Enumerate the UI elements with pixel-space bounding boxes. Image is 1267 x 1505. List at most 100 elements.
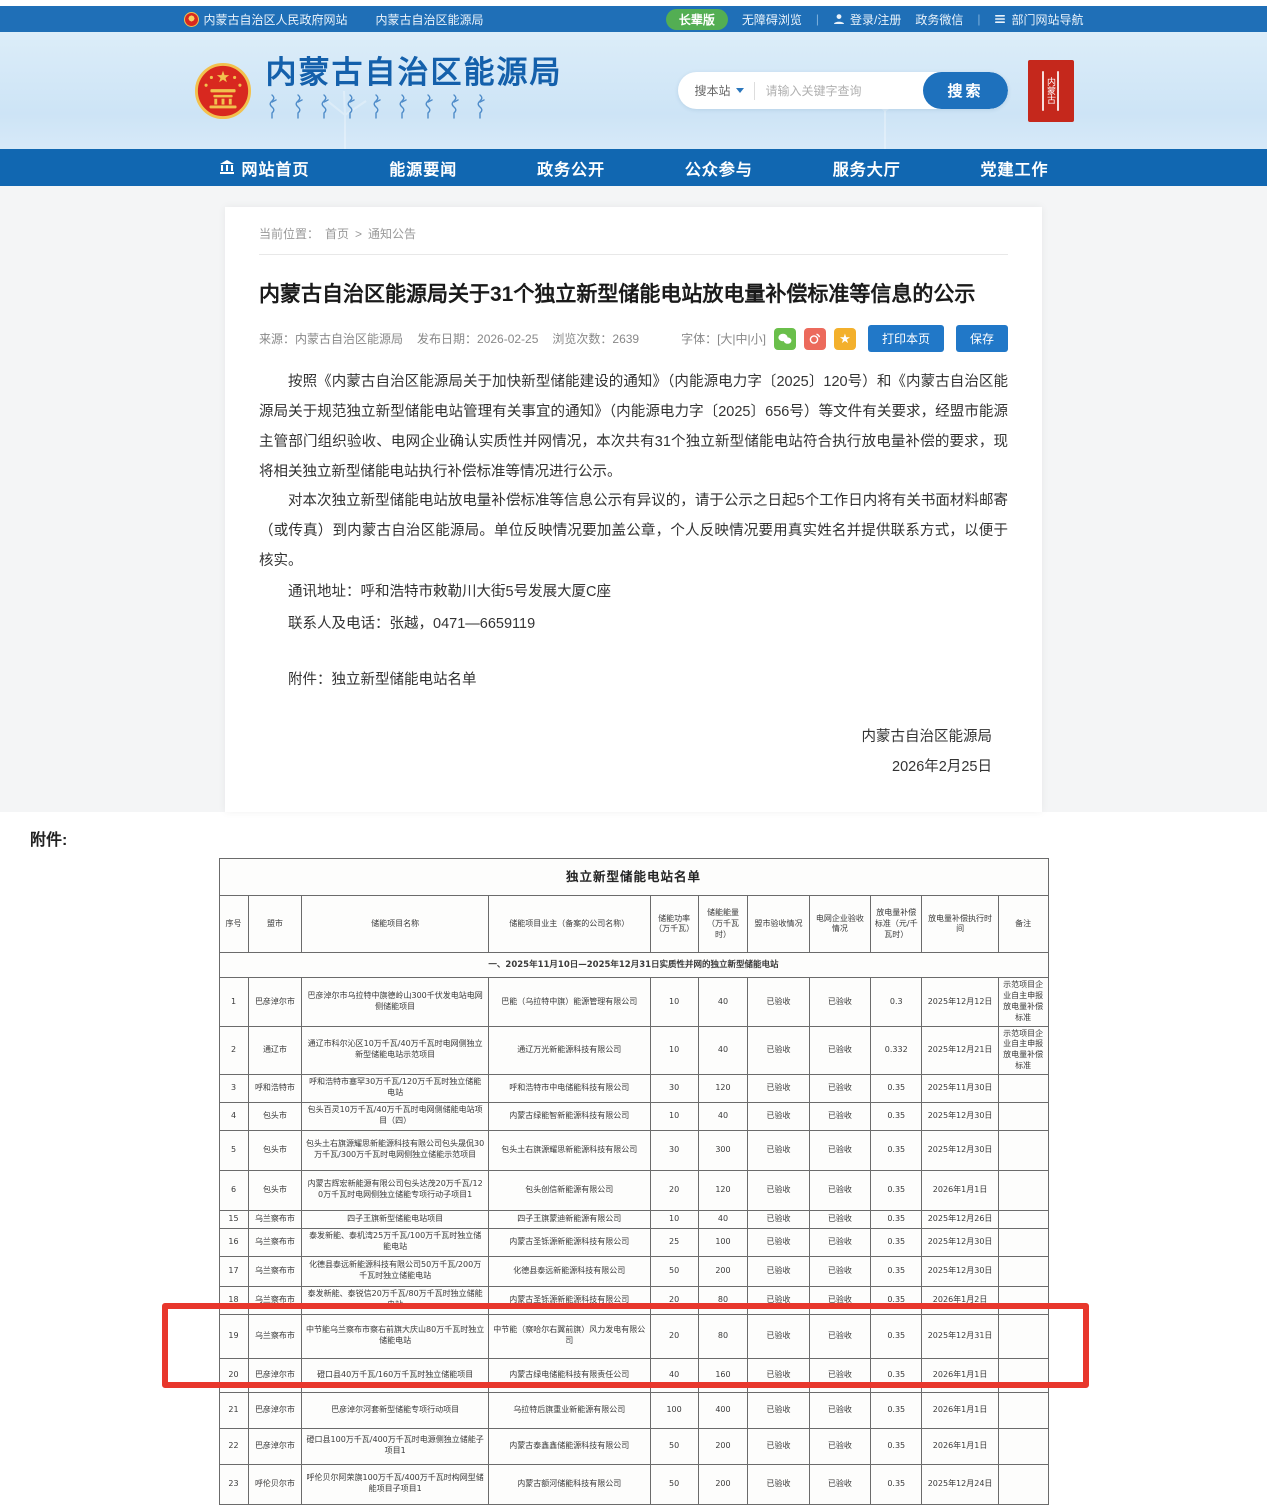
table-cell: 已验收 — [747, 1025, 810, 1075]
nav-item-5[interactable]: 党建工作 — [980, 161, 1049, 179]
table-cell: 0.35 — [870, 1073, 923, 1103]
table-cell: 已验收 — [747, 1073, 810, 1103]
table-cell: 10 — [649, 1209, 699, 1229]
table-cell: 0.35 — [870, 1391, 923, 1429]
table-cell: 50 — [649, 1463, 699, 1505]
table-cell — [997, 1227, 1049, 1257]
table-cell: 2025年12月30日 — [921, 1129, 999, 1171]
table-cell: 40 — [697, 1209, 749, 1229]
table-column-header: 盟市验收情况 — [747, 895, 810, 954]
accessibility-link[interactable]: 无障碍浏览 — [741, 12, 802, 27]
table-cell: 30 — [649, 1073, 699, 1103]
table-cell: 40 — [649, 1357, 699, 1393]
site-header: 内蒙古自治区能源局 搜本站 搜索 内蒙古 — [0, 32, 1267, 149]
table-cell: 2025年11月30日 — [921, 1073, 999, 1103]
table-row: 3 呼和浩特市 呼和浩特市塞罕30万千瓦/120万千瓦时独立储能电站 呼和浩特市中电储… — [218, 1073, 1049, 1103]
table-cell: 已验收 — [747, 1357, 810, 1393]
save-button[interactable]: 保存 — [955, 325, 1008, 353]
table-cell: 40 — [697, 977, 749, 1027]
meta-views: 浏览次数：2639 — [552, 332, 640, 347]
table-cell: 0.35 — [870, 1129, 923, 1171]
table-row: 15 乌兰察布市 四子王旗新型储能电站项目 四子王旗蒙迪新能源有限公司 10 40 已验收已… — [218, 1209, 1049, 1229]
table-cell: 已验收 — [808, 1391, 872, 1429]
table-cell: 0.35 — [870, 1255, 923, 1287]
table-cell: 160 — [697, 1357, 749, 1393]
elder-version-button[interactable]: 长辈版 — [665, 8, 728, 30]
main-nav: 网站首页 能源要闻 政务公开 公众参与 服务大厅 党建工作 — [0, 149, 1267, 186]
table-cell: 20 — [649, 1285, 699, 1315]
table-row: 18 乌兰察布市 泰发新能、泰锐信20万千瓦/80万千瓦时独立储能电站 内蒙古圣铄源新… — [218, 1285, 1049, 1315]
table-cell: 已验收 — [808, 1101, 872, 1131]
article-meta: 来源：内蒙古自治区能源局 发布日期：2026-02-25 浏览次数：2639 字… — [259, 325, 1008, 353]
table-cell: 包头创信新能源有限公司 — [487, 1169, 651, 1211]
nav-item-4[interactable]: 服务大厅 — [832, 161, 901, 179]
table-cell: 2026年1月1日 — [921, 1169, 999, 1211]
table-cell — [997, 1313, 1049, 1359]
chevron-down-icon — [736, 88, 745, 93]
nav-item-0[interactable]: 网站首页 — [219, 156, 310, 180]
attachment-link[interactable]: 附件：独立新型储能电站名单 — [288, 671, 477, 688]
table-cell: 200 — [697, 1427, 749, 1465]
divider — [259, 254, 1008, 255]
search-button[interactable]: 搜索 — [923, 72, 1008, 109]
table-cell: 已验收 — [747, 1391, 810, 1429]
table-cell: 巴彦淖尔市乌拉特中旗德岭山300千伏发电站电网侧储能项目 — [301, 977, 489, 1027]
table-cell: 已验收 — [747, 1255, 810, 1287]
top-utility-bar: 内蒙古自治区人民政府网站 内蒙古自治区能源局 长辈版 无障碍浏览 | 登录/注册… — [0, 6, 1267, 32]
table-cell: 包头市 — [247, 1101, 303, 1131]
table-cell: 20 — [649, 1313, 699, 1359]
table-cell: 泰发新能、泰锐信20万千瓦/80万千瓦时独立储能电站 — [301, 1285, 489, 1315]
contact-person: 联系人及电话：张越，0471—6659119 — [288, 616, 536, 633]
gov-portal-link[interactable]: 内蒙古自治区人民政府网站 — [183, 11, 348, 28]
table-cell — [997, 1209, 1049, 1229]
article-title: 内蒙古自治区能源局关于31个独立新型储能电站放电量补偿标准等信息的公示 — [259, 283, 976, 306]
font-size-switcher[interactable]: 字体：[大|中|小] — [681, 332, 766, 347]
table-cell: 22 — [218, 1427, 249, 1465]
table-cell: 2025年12月31日 — [921, 1313, 999, 1359]
home-building-icon — [219, 160, 234, 174]
table-cell: 2025年12月30日 — [921, 1227, 999, 1257]
breadcrumb-separator: > — [355, 226, 363, 241]
weibo-share-icon[interactable] — [803, 327, 826, 350]
favorite-star-icon[interactable]: ★ — [833, 327, 856, 350]
table-cell: 200 — [697, 1255, 749, 1287]
table-cell: 已验收 — [808, 1427, 872, 1465]
table-cell: 18 — [218, 1285, 249, 1315]
table-cell: 巴彦淖尔市 — [247, 977, 303, 1027]
signature-date: 2026年2月25日 — [892, 758, 992, 775]
login-link[interactable]: 登录/注册 — [833, 11, 901, 28]
wechat-share-icon[interactable] — [773, 327, 796, 350]
mongolian-script — [269, 94, 485, 119]
table-row: 16 乌兰察布市 泰发新能、泰机湾25万千瓦/100万千瓦时独立储能电站 内蒙古圣铄源… — [218, 1227, 1049, 1257]
search-scope-dropdown[interactable]: 搜本站 — [678, 82, 754, 99]
nav-item-1[interactable]: 能源要闻 — [389, 161, 458, 179]
table-cell: 3 — [218, 1073, 249, 1103]
table-cell: 17 — [218, 1255, 249, 1287]
nav-item-2[interactable]: 政务公开 — [537, 161, 606, 179]
table-cell: 50 — [649, 1255, 699, 1287]
table-cell: 2026年1月1日 — [921, 1427, 999, 1465]
table-cell: 包头土右旗源耀思新能源科技有限公司包头晟侃30万千瓦/300万千瓦时电网侧独立储… — [301, 1129, 489, 1171]
dept-sites-nav-link[interactable]: 部门网站导航 — [994, 11, 1084, 28]
table-cell: 100 — [697, 1227, 749, 1257]
site-logo[interactable]: 内蒙古自治区能源局 — [194, 54, 563, 125]
table-cell — [997, 1357, 1049, 1393]
table-row: 5 包头市 包头土右旗源耀思新能源科技有限公司包头晟侃30万千瓦/300万千瓦时电网… — [218, 1129, 1049, 1171]
table-cell: 包头土右旗源耀思新能源科技有限公司 — [487, 1129, 651, 1171]
breadcrumb-home[interactable]: 首页 — [325, 227, 350, 241]
gov-wechat-link[interactable]: 政务微信 — [915, 12, 964, 27]
site-title: 内蒙古自治区能源局 — [265, 54, 563, 90]
divider: | — [815, 12, 819, 26]
breadcrumb-current[interactable]: 通知公告 — [368, 227, 417, 241]
table-cell: 已验收 — [747, 1209, 810, 1229]
nav-item-3[interactable]: 公众参与 — [684, 161, 753, 179]
print-button[interactable]: 打印本页 — [867, 325, 944, 353]
search-input[interactable] — [755, 83, 924, 98]
table-cell: 已验收 — [808, 1129, 872, 1171]
table-cell: 内蒙古圣铄源新能源科技有限公司 — [487, 1227, 651, 1257]
table-cell: 内蒙古辉宏新能源有限公司包头达茂20万千瓦/120万千瓦时电网侧独立储能专项行动… — [301, 1169, 489, 1211]
table-row: 4 包头市 包头百灵10万千瓦/40万千瓦时电网侧储能电站项目（四） 内蒙古绿能智新能… — [218, 1101, 1049, 1131]
bureau-site-link[interactable]: 内蒙古自治区能源局 — [375, 12, 484, 27]
table-cell: 示范项目企业自主申报放电量补偿标准 — [997, 977, 1049, 1027]
table-cell: 磴口县100万千瓦/400万千瓦时电源侧独立储能子项目1 — [301, 1427, 489, 1465]
